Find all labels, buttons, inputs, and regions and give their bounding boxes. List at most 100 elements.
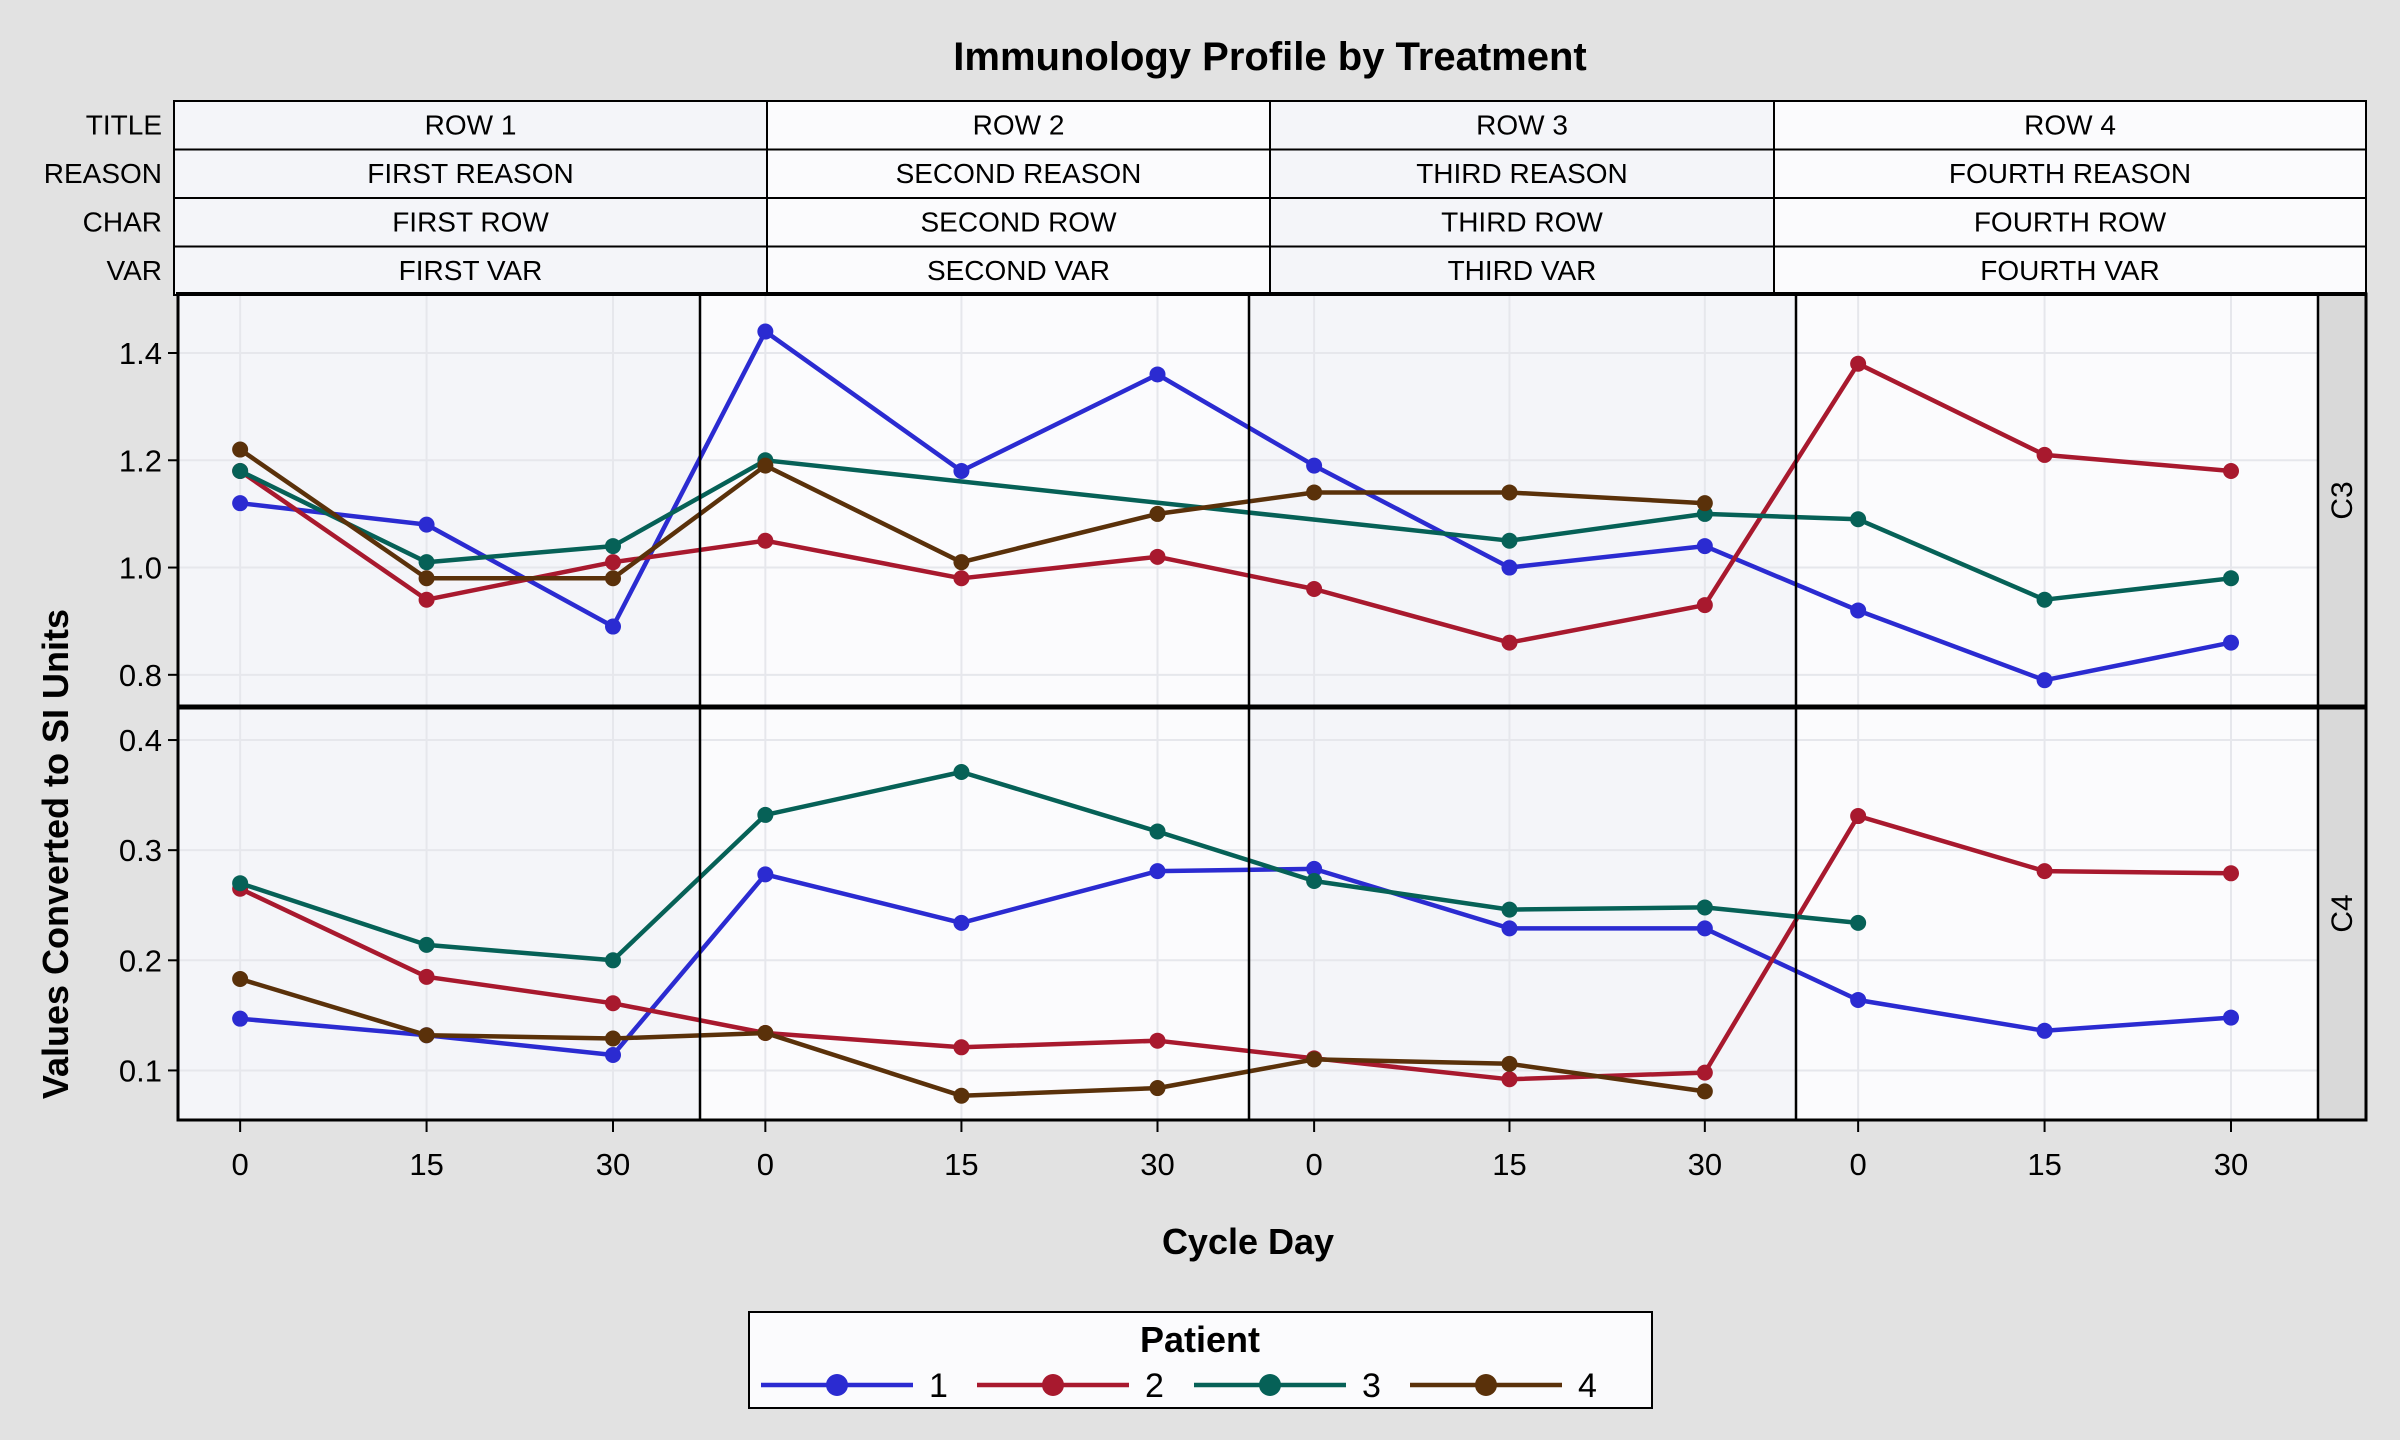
data-point-patient-3 [1850, 914, 1867, 931]
legend-label: 4 [1578, 1367, 1597, 1405]
data-point-patient-1 [2223, 634, 2239, 651]
data-point-patient-2 [2036, 446, 2053, 463]
header-cell [173, 245, 768, 296]
data-point-patient-3 [418, 554, 435, 571]
header-cell-text: SECOND ROW [921, 206, 1118, 237]
x-tick-label: 15 [1492, 1147, 1526, 1182]
header-cell-text: SECOND VAR [927, 255, 1110, 286]
header-cell-text: FIRST ROW [392, 206, 549, 237]
data-point-patient-3 [1306, 873, 1323, 890]
data-point-patient-1 [1306, 457, 1323, 474]
data-point-patient-1 [1850, 991, 1867, 1008]
data-point-patient-3 [605, 538, 621, 555]
data-point-patient-4 [232, 971, 249, 988]
data-point-patient-1 [418, 516, 435, 533]
data-point-patient-2 [1149, 548, 1166, 565]
y-tick-label: 1.4 [119, 336, 162, 371]
data-point-patient-3 [757, 806, 774, 823]
data-point-patient-4 [418, 1027, 435, 1044]
data-point-patient-2 [1306, 581, 1323, 597]
data-point-patient-4 [418, 570, 435, 587]
legend-marker-patient-3 [1259, 1374, 1281, 1396]
legend-label: 1 [929, 1367, 948, 1405]
header-cell-text: FOURTH VAR [1980, 255, 2159, 286]
panel-strip-label: C4 [2326, 894, 2359, 932]
panel-cell-background [178, 294, 700, 707]
x-tick-label: 0 [232, 1147, 249, 1182]
data-point-patient-2 [1696, 1064, 1713, 1081]
data-point-patient-3 [232, 875, 249, 892]
legend-label: 3 [1362, 1367, 1381, 1405]
header-row-label: REASON [44, 158, 162, 189]
data-point-patient-1 [1696, 538, 1713, 555]
x-tick-label: 0 [757, 1147, 774, 1182]
panel-c3: C3 0.8 1.0 1.2 1.4 [119, 292, 2367, 709]
plot-panels: C3 0.8 1.0 1.2 1.4 C4 0.1 0.2 0.3 0.4 0 15 30 0 15 30 0 1… [119, 292, 2368, 1182]
data-point-patient-4 [232, 441, 249, 458]
data-point-patient-1 [953, 463, 970, 479]
data-point-patient-4 [953, 1087, 970, 1104]
x-tick-label: 0 [1305, 1147, 1322, 1182]
data-point-patient-4 [757, 1024, 774, 1041]
legend-marker-patient-4 [1475, 1374, 1497, 1396]
x-tick-label: 15 [944, 1147, 978, 1182]
data-point-patient-3 [1501, 901, 1518, 918]
data-point-patient-4 [605, 570, 621, 587]
series-line-patient-3 [239, 769, 1859, 963]
data-point-patient-1 [757, 323, 774, 340]
header-cell [173, 197, 768, 248]
data-point-patient-2 [2223, 865, 2239, 882]
data-point-patient-2 [953, 570, 970, 587]
data-point-patient-1 [2036, 1022, 2053, 1039]
data-point-patient-2 [605, 554, 621, 571]
header-cell [173, 100, 768, 151]
data-point-patient-2 [605, 995, 621, 1012]
data-point-patient-2 [418, 591, 435, 608]
series-line-patient-1 [239, 866, 2232, 1058]
header-cell [1773, 148, 2367, 199]
y-tick-label: 0.1 [119, 1053, 162, 1088]
data-point-patient-1 [1850, 602, 1867, 619]
data-point-patient-2 [1696, 597, 1713, 614]
panel-cell-background [700, 294, 1249, 707]
data-point-patient-4 [1501, 484, 1518, 501]
panel-c4: C4 0.1 0.2 0.3 0.4 [119, 705, 2367, 1122]
header-cell-text: THIRD REASON [1416, 158, 1628, 189]
data-point-patient-2 [2036, 863, 2053, 880]
data-point-patient-3 [1696, 899, 1713, 916]
header-cell-text: FOURTH ROW [1974, 206, 2167, 237]
legend: Patient 1 2 3 4 [748, 1311, 1653, 1409]
panel-strip-label: C3 [2326, 481, 2359, 519]
header-row-label: VAR [107, 255, 163, 286]
x-tick-label: 30 [596, 1147, 630, 1182]
header-cell-text: THIRD ROW [1441, 206, 1603, 237]
header-cell-text: FIRST REASON [367, 158, 573, 189]
data-point-patient-1 [1501, 559, 1518, 576]
y-tick-label: 0.8 [119, 658, 162, 693]
x-tick-label: 30 [2214, 1147, 2248, 1182]
y-tick-label: 0.4 [119, 723, 162, 758]
data-point-patient-3 [605, 952, 621, 969]
data-point-patient-4 [1696, 495, 1713, 512]
data-point-patient-4 [757, 457, 774, 474]
x-axis-title: Cycle Day [1162, 1221, 1334, 1262]
legend-title: Patient [1140, 1319, 1260, 1360]
data-point-patient-4 [953, 554, 970, 571]
data-point-patient-3 [2223, 570, 2239, 587]
data-point-patient-1 [757, 866, 774, 883]
data-point-patient-4 [1149, 1080, 1166, 1097]
data-point-patient-1 [232, 1010, 249, 1027]
data-point-patient-2 [2223, 463, 2239, 479]
header-cell-text: SECOND REASON [896, 158, 1142, 189]
data-point-patient-3 [418, 936, 435, 953]
data-point-patient-2 [418, 968, 435, 985]
data-point-patient-3 [1149, 823, 1166, 840]
data-point-patient-4 [1149, 505, 1166, 522]
panel-cell-background [1796, 294, 2318, 707]
header-cell [1269, 100, 1775, 151]
series-line-patient-1 [239, 329, 2232, 683]
data-point-patient-4 [1696, 1083, 1713, 1100]
header-cell-text: THIRD VAR [1448, 255, 1597, 286]
header-cell [766, 100, 1271, 151]
